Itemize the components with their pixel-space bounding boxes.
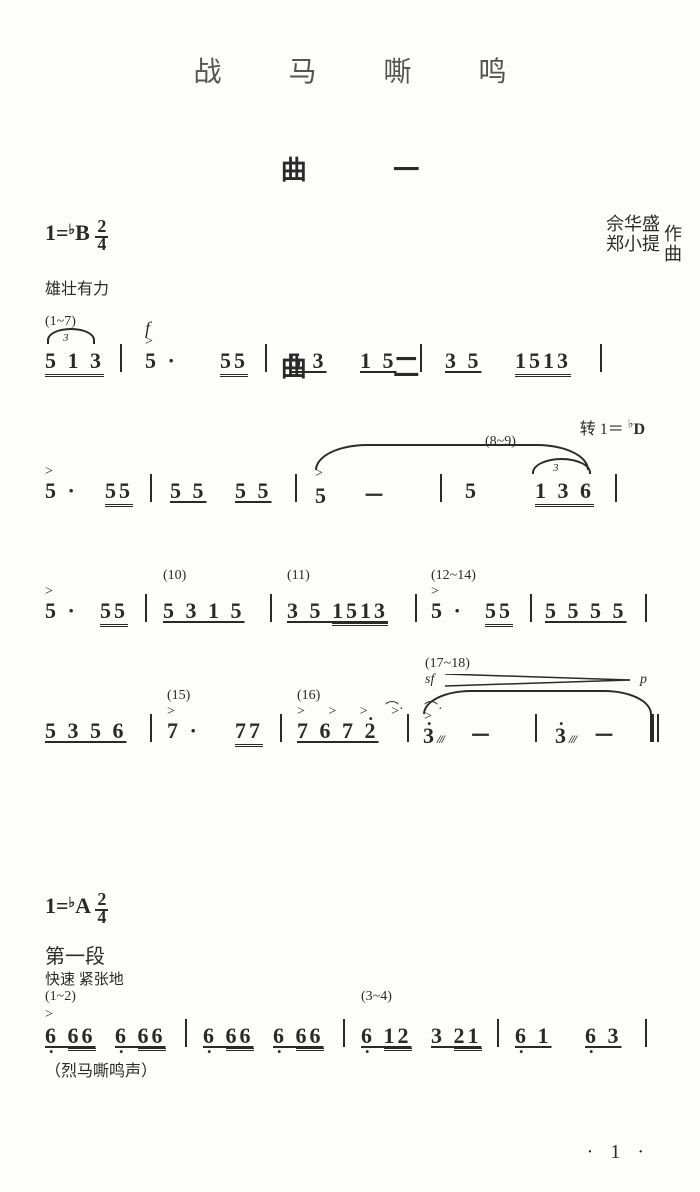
notes-3-3: 3 5 1513 xyxy=(287,598,388,624)
key2-pre: 1= xyxy=(45,893,69,918)
notes-3-2: 5 3 1 5 xyxy=(163,598,245,624)
composer-name-1: 佘华盛 xyxy=(606,214,660,234)
accent-icon: > xyxy=(45,1007,53,1023)
notes2-4a: 6 1 xyxy=(515,1023,552,1049)
notes-2-2a: 5 5 xyxy=(170,478,207,504)
notes-1-2a: 5 · xyxy=(145,348,178,374)
notes-3-5: 5 5 5 5 xyxy=(545,598,627,624)
measure-num-16: (16) xyxy=(297,688,320,704)
measure-range-12: (12~14) xyxy=(431,568,476,584)
key1-letter: B xyxy=(75,220,90,245)
notes-4-5: 3/// － xyxy=(555,718,618,750)
key-signature-1: 1=♭B 24 xyxy=(45,217,108,253)
composer-suffix: 作曲 xyxy=(664,225,682,265)
dynamic-sf: sf xyxy=(425,672,434,688)
fermata-icon: ⌒· xyxy=(385,698,404,718)
notes2-1b: 6 66 xyxy=(115,1023,166,1049)
measure-range-2: (8~9) xyxy=(485,434,516,450)
notes2-3a: 6 12 xyxy=(361,1023,412,1049)
movement1-heading: 曲 一 xyxy=(40,150,700,187)
section-label: 第一段 xyxy=(45,940,105,969)
notes-1-3a: 5 3 xyxy=(290,348,327,374)
triplet-3: 3 xyxy=(553,462,559,474)
key1-pre: 1= xyxy=(45,220,69,245)
transpose-note: 转 1＝ ♭D xyxy=(580,415,645,439)
key2-letter: A xyxy=(75,893,90,918)
notes-1-4a: 3 5 xyxy=(445,348,482,374)
notes-1-4b: 1513 xyxy=(515,348,571,377)
notes-2-1a: 5 · xyxy=(45,478,78,504)
measure-num-10: (10) xyxy=(163,568,186,584)
slur-icon xyxy=(47,328,95,344)
tempo-mark-1: 雄壮有力 xyxy=(45,275,109,299)
notes2-1a: 6 66 xyxy=(45,1023,96,1049)
staff-2-1: (1~2) > 6 66 6 66 6 66 6 66 (3~4) 6 12 3… xyxy=(45,985,655,1065)
notes-1-1: 5 1 3 xyxy=(45,348,104,377)
key-signature-2: 1=♭A 24 xyxy=(45,890,108,926)
measure-num-15: (15) xyxy=(167,688,190,704)
notes-4-2a: 7 · xyxy=(167,718,200,744)
dynamic-p: p xyxy=(640,672,647,688)
notes-2-4b: 1 3 6 xyxy=(535,478,594,507)
notes-4-3: 7 6 7 2 xyxy=(297,718,379,744)
composer-block: 佘华盛 郑小提 作曲 xyxy=(606,215,660,255)
staff-1-1: (1~7) 3 5 1 3 f > 5 · 55 5 3 1 5 3 5 151… xyxy=(45,310,655,390)
composer-name-2: 郑小提 xyxy=(606,234,660,254)
notes-4-1: 5 3 5 6 xyxy=(45,718,127,744)
measure-num-11: (11) xyxy=(287,568,310,584)
notes-2-3: 5 － xyxy=(315,478,388,510)
notes2-2b: 6 66 xyxy=(273,1023,324,1049)
staff-1-2: > 5 · 55 5 5 5 5 > 5 － (8~9) 5 3 1 3 6 xyxy=(45,440,655,520)
notes2-2a: 6 66 xyxy=(203,1023,254,1049)
notes-2-4a: 5 xyxy=(465,478,479,504)
notes-4-2b: 77 xyxy=(235,718,263,747)
notes-1-3b: 1 5 xyxy=(360,348,397,374)
notes2-3b: 3 21 xyxy=(431,1023,482,1049)
notes-3-4a: 5 · xyxy=(431,598,464,624)
staff-1-4: 5 3 5 6 (15) > 7 · 77 (16) > > > > 7 6 7… xyxy=(45,680,655,760)
key1-den: 4 xyxy=(97,234,106,254)
measure-range-2-2: (3~4) xyxy=(361,989,392,1005)
notes-3-1b: 55 xyxy=(100,598,128,627)
page-number: · 1 · xyxy=(587,1141,650,1164)
key2-den: 4 xyxy=(97,907,106,927)
triplet-3: 3 xyxy=(63,332,69,344)
page-title: 战 马 嘶 鸣 xyxy=(0,0,700,90)
decrescendo-icon xyxy=(445,674,635,688)
notes-4-4: 3/// － xyxy=(423,718,495,750)
notes-3-1a: 5 · xyxy=(45,598,78,624)
measure-range-17: (17~18) xyxy=(425,656,470,672)
notes-3-4b: 55 xyxy=(485,598,513,627)
measure-range-2-1: (1~2) xyxy=(45,989,76,1005)
slur-icon xyxy=(423,690,652,714)
notes-2-1b: 55 xyxy=(105,478,133,507)
notes2-4b: 6 3 xyxy=(585,1023,622,1049)
notes-2-2b: 5 5 xyxy=(235,478,272,504)
notes-1-2b: 55 xyxy=(220,348,248,377)
staff-1-3: > 5 · 55 (10) 5 3 1 5 (11) 3 5 1513 (12~… xyxy=(45,560,655,640)
performance-note: （烈马嘶鸣声） xyxy=(45,1057,157,1081)
